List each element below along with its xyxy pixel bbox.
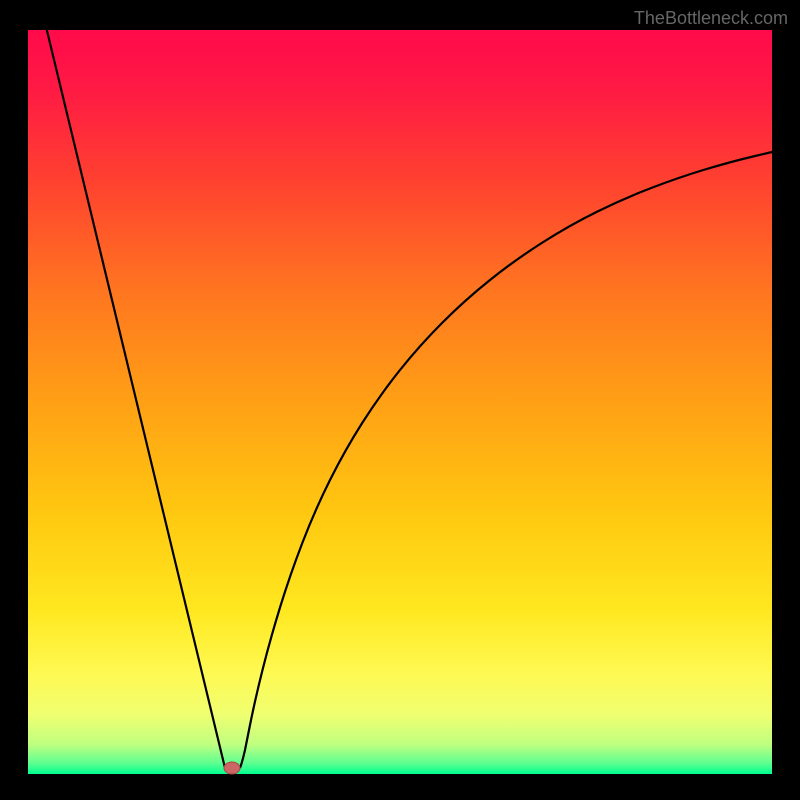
chart-container: TheBottleneck.com: [0, 0, 800, 800]
chart-svg: [0, 0, 800, 800]
plot-background: [28, 30, 772, 774]
minimum-marker: [224, 762, 240, 774]
watermark-text: TheBottleneck.com: [634, 8, 788, 29]
